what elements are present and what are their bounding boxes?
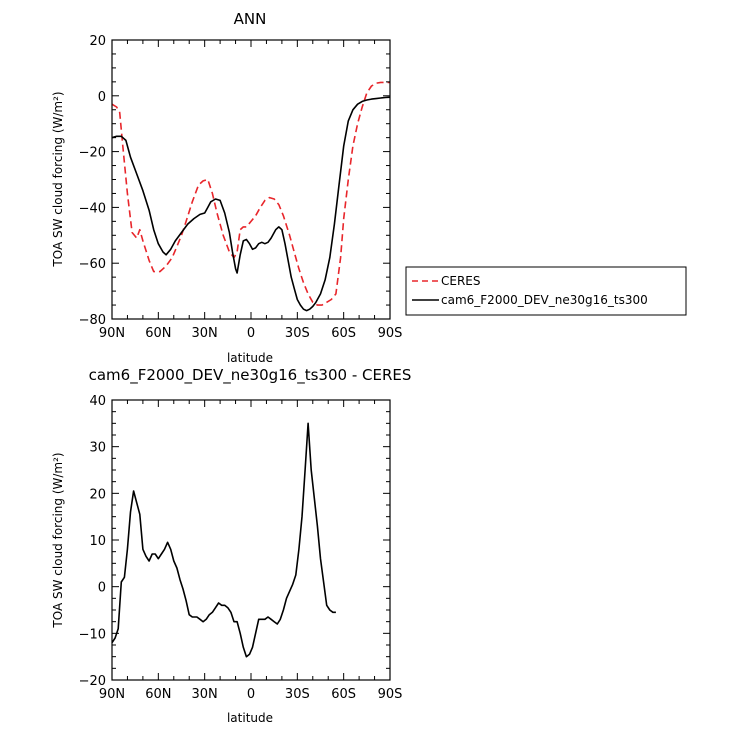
y-tick-label: 0: [98, 90, 106, 105]
x-tick-label: 90S: [378, 326, 403, 341]
x-tick-label: 60N: [145, 326, 171, 341]
x-tick-label: 30S: [285, 326, 310, 341]
y-tick-label: −20: [79, 146, 106, 161]
series-line-1-0: [111, 422, 336, 658]
x-tick-label: 0: [247, 326, 255, 341]
bottom-y-axis-label: TOA SW cloud forcing (W/m²): [51, 452, 65, 628]
y-tick-label: 10: [89, 534, 106, 549]
x-tick-label: 60S: [331, 687, 356, 702]
x-tick-label: 30S: [285, 687, 310, 702]
plot-frame: [111, 399, 391, 681]
x-tick-label: 90S: [378, 687, 403, 702]
top-y-axis-label: TOA SW cloud forcing (W/m²): [51, 91, 65, 267]
x-tick-label: 60S: [331, 326, 356, 341]
y-tick-label: 20: [89, 34, 106, 49]
bottom-x-axis-label: latitude: [227, 711, 273, 725]
y-tick-label: −20: [79, 674, 106, 689]
x-tick-label: 60N: [145, 687, 171, 702]
y-tick-label: 30: [89, 441, 106, 456]
x-tick-label: 30N: [192, 687, 218, 702]
top-x-axis-label: latitude: [227, 351, 273, 365]
legend: CERES cam6_F2000_DEV_ne30g16_ts300: [405, 266, 687, 316]
x-tick-label: 90N: [99, 326, 125, 341]
series-line-0-0: [111, 81, 390, 306]
y-tick-label: −10: [79, 627, 106, 642]
bottom-chart-title: cam6_F2000_DEV_ne30g16_ts300 - CERES: [89, 366, 412, 385]
legend-box: [405, 266, 687, 316]
plot-frame: [111, 39, 391, 320]
legend-label-model: cam6_F2000_DEV_ne30g16_ts300: [441, 293, 648, 307]
legend-label-ceres: CERES: [441, 274, 481, 288]
series-line-0-1: [111, 96, 391, 312]
bottom-panel: cam6_F2000_DEV_ne30g16_ts300 - CERES TOA…: [51, 366, 411, 725]
top-panel: ANN TOA SW cloud forcing (W/m²) latitude…: [51, 10, 687, 365]
y-tick-label: −60: [79, 257, 106, 272]
y-tick-label: −40: [79, 201, 106, 216]
y-tick-label: 0: [98, 581, 106, 596]
x-tick-label: 90N: [99, 687, 125, 702]
y-tick-label: −80: [79, 313, 106, 328]
y-tick-label: 40: [89, 394, 106, 409]
x-tick-label: 30N: [192, 326, 218, 341]
y-tick-label: 20: [89, 487, 106, 502]
top-chart-title: ANN: [234, 10, 267, 28]
x-tick-label: 0: [247, 687, 255, 702]
